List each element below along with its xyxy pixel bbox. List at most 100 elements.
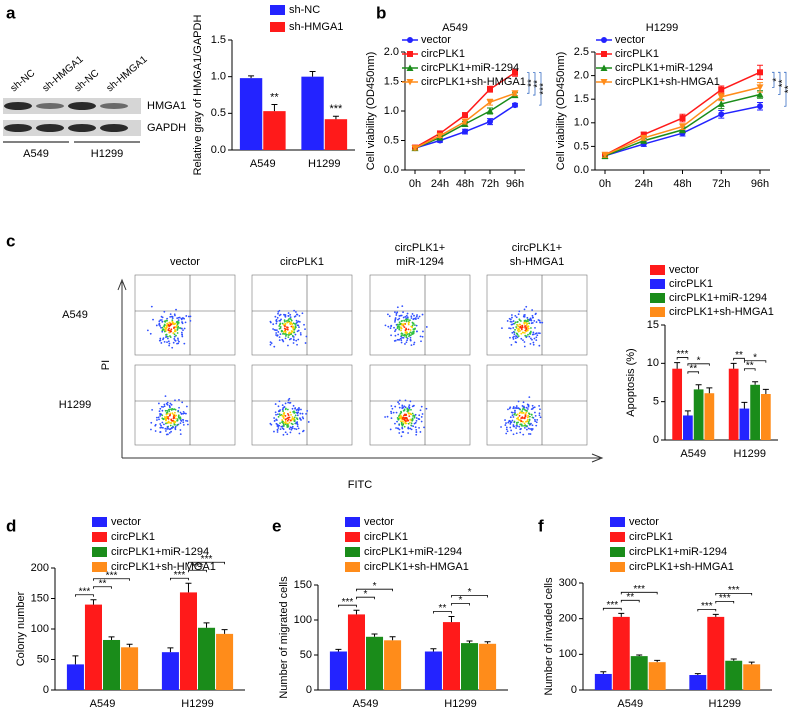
flow-dot [525,428,528,431]
flow-dot [402,420,404,423]
y-tick-label: 10 [647,357,659,369]
flow-dot [529,428,532,430]
flow-dot [172,332,175,334]
flow-dot [284,415,287,417]
flow-dot [396,306,399,309]
flow-dot [174,423,176,426]
flow-dot [529,342,532,345]
flow-dot [171,317,174,320]
flow-dot [512,424,515,426]
flow-dot [295,409,298,411]
flow-dot [513,333,516,336]
flow-dot [399,326,402,329]
flow-dot [169,313,172,316]
flow-dot [403,320,406,322]
flow-dot [179,416,182,419]
flow-dot [170,422,173,424]
flow-dot [281,322,284,325]
legend-label: vector [364,516,394,528]
flow-dot [538,414,541,417]
flow-dot [298,408,301,410]
flow-dot [425,326,428,328]
flow-dot [290,337,292,340]
flow-dot [283,313,285,316]
flow-dot [523,422,526,425]
x-tick-label: H1299 [308,158,340,170]
error-bar [185,582,192,593]
flow-dot [414,426,417,429]
x-tick-label: A549 [617,698,643,710]
flow-dot [515,335,518,338]
flow-dot [389,327,392,330]
flow-dot [185,315,188,317]
y-axis-label: Relative gray of HMGA1/GAPDH [192,15,204,176]
flow-dot [410,428,413,431]
significance-label: *** [106,570,118,581]
flow-dot [181,321,183,323]
panel-label: d [6,516,16,535]
flow-dot [293,331,296,334]
significance-label: ** [533,80,544,88]
flow-dot [399,414,402,417]
flow-dot [284,431,287,434]
flow-dot [398,402,401,405]
flow-dot [158,418,160,421]
flow-dot [279,414,282,417]
flow-dot [406,339,408,342]
flow-dot [292,404,295,407]
flow-dot [168,321,171,324]
flow-dot [406,337,409,340]
flow-dot [531,309,534,311]
legend-label: vector [669,264,699,276]
flow-plot [134,364,236,446]
flow-dot [509,327,512,330]
flow-dot [535,321,538,323]
flow-dot [526,416,529,419]
flow-dot [534,326,536,329]
flow-dot [405,320,408,323]
flow-dot [169,402,172,405]
flow-dot [167,420,170,423]
legend-label: circPLK1 [669,278,713,290]
error-bar [90,599,97,605]
flow-dot [537,332,540,335]
bar [121,647,139,690]
flow-dot [150,305,153,308]
flow-dot [509,420,512,423]
flow-dot [400,410,402,413]
flow-dot [408,415,411,418]
flow-dot [407,323,410,326]
flow-dot [166,409,169,412]
flow-dot [180,412,183,415]
flow-dot [415,431,418,434]
flow-dot [284,315,287,318]
y-tick-label: 5 [653,396,659,408]
flow-dot [184,321,187,324]
flow-dot [176,332,179,334]
flow-dot [283,320,286,323]
blot-band [100,124,128,132]
bar [103,639,121,690]
chart-title: A549 [442,22,468,34]
flow-dot [406,312,409,315]
flow-dot [167,408,170,411]
flow-dot [285,328,287,331]
flow-dot [291,425,294,428]
significance-label: *** [201,554,213,565]
point [487,118,493,125]
flow-dot [172,341,175,344]
flow-dot [523,331,526,334]
flow-dot [161,326,164,329]
y-tick-label: 1.5 [574,93,589,105]
significance-label: ** [99,578,107,589]
x-tick-label: 96h [506,178,524,190]
flow-dot [397,401,399,404]
flow-dot [522,407,525,410]
flow-dot [274,411,277,414]
flow-dot [273,430,275,433]
significance-bracket [338,604,357,608]
flow-dot [291,334,294,337]
flow-dot [386,313,389,316]
flow-dot [515,432,518,435]
flow-dot [287,401,290,404]
